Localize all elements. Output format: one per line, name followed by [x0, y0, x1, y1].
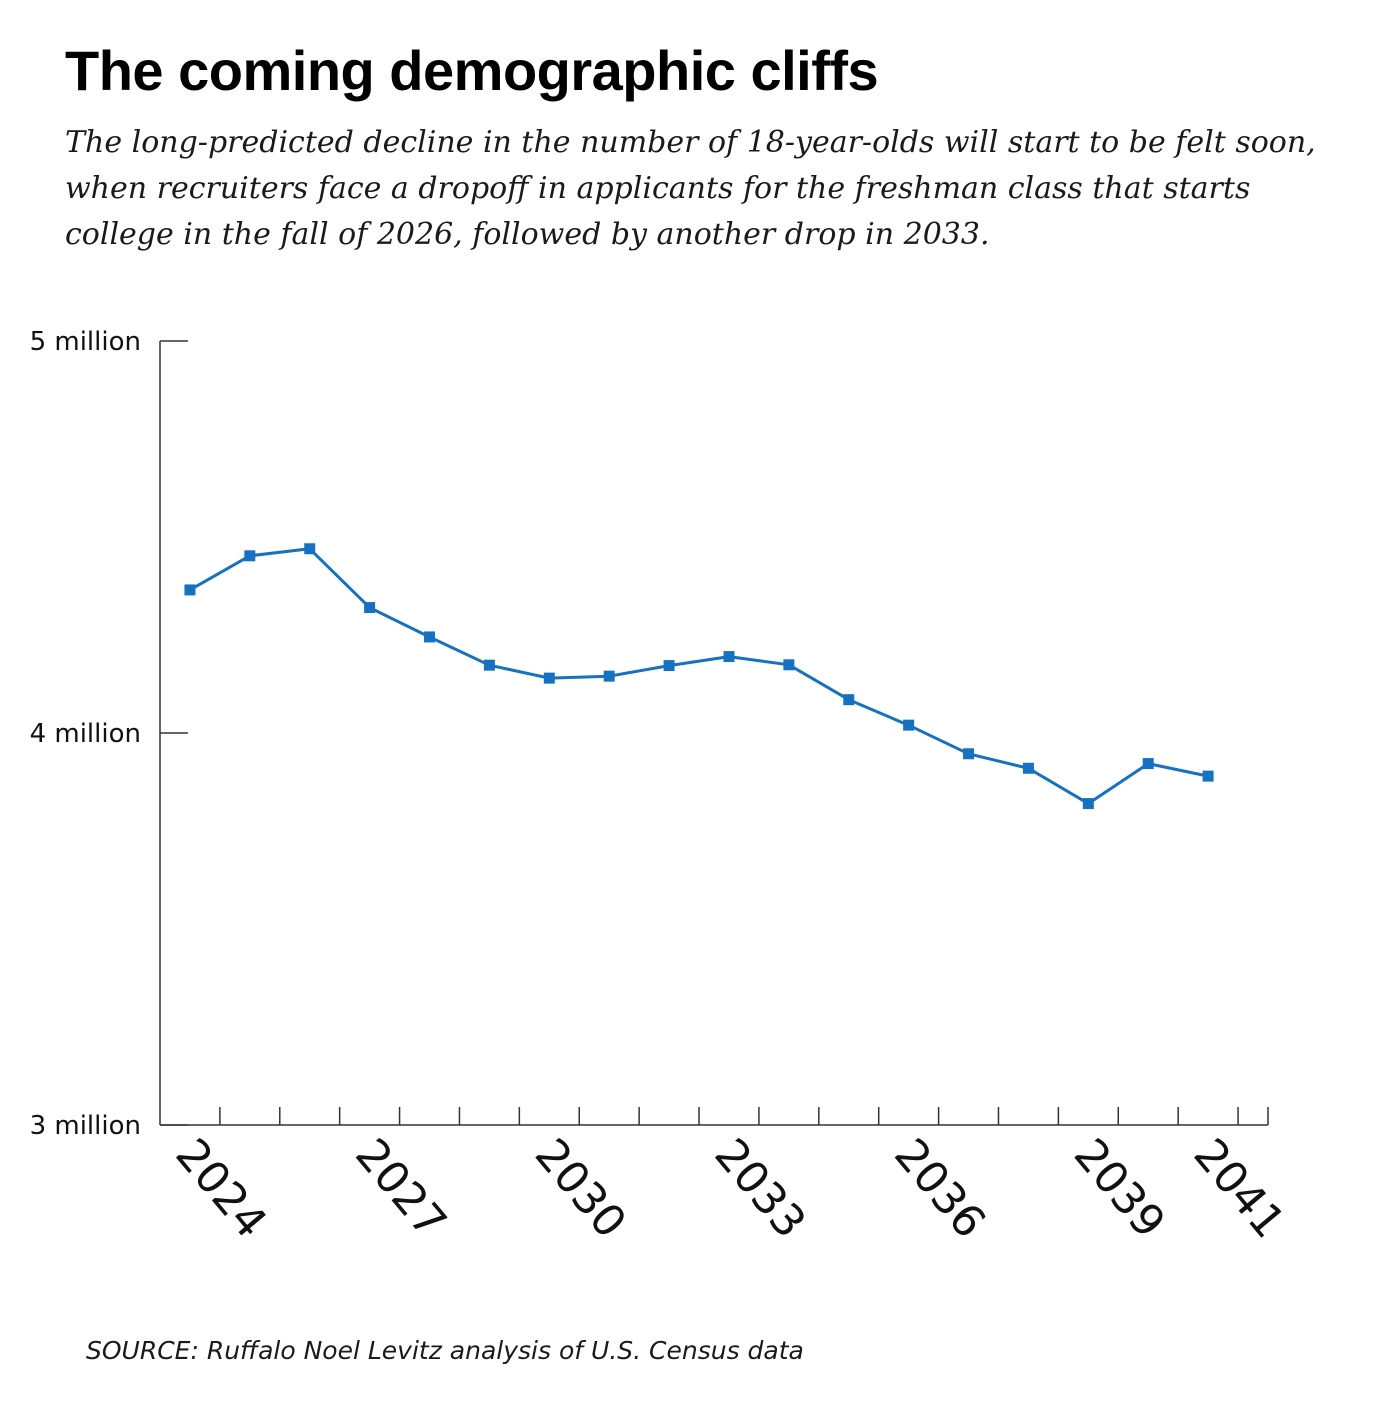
line-chart: 3 million 4 million 5 million 2024 2027 2030… — [30, 327, 1295, 1248]
data-point — [843, 694, 855, 706]
y-tick-label: 4 million — [30, 719, 141, 749]
data-point — [483, 659, 495, 671]
x-tick-label: 2039 — [1064, 1129, 1175, 1248]
source-note: SOURCE: Ruffalo Noel Levitz analysis of … — [86, 1336, 804, 1365]
data-point — [1082, 798, 1094, 810]
data-point — [304, 543, 316, 555]
data-point — [783, 659, 795, 671]
data-point — [1022, 762, 1034, 774]
series-line — [189, 547, 1209, 806]
chart-title: The coming demographic cliffs — [65, 39, 879, 102]
chart-subtitle: The long-predicted decline in the number… — [65, 125, 1316, 252]
data-point — [244, 550, 256, 562]
data-point — [424, 631, 436, 643]
data-point — [1202, 770, 1214, 782]
data-point — [603, 670, 615, 682]
series-group — [184, 543, 1214, 810]
x-tick-label: 2033 — [704, 1129, 815, 1248]
y-tick-label: 5 million — [30, 327, 141, 357]
data-point — [543, 672, 555, 684]
x-tick-label: 2024 — [165, 1129, 276, 1248]
data-point — [963, 748, 975, 760]
data-point — [1142, 758, 1154, 770]
data-point — [364, 602, 376, 614]
data-point — [723, 651, 735, 663]
data-point — [903, 719, 915, 731]
x-axis-ticks: 2024 2027 2030 2033 2036 2039 2041 — [165, 1107, 1295, 1248]
x-tick-label: 2027 — [345, 1129, 456, 1248]
data-point — [663, 660, 675, 672]
y-tick-label: 3 million — [30, 1111, 141, 1141]
data-point — [184, 584, 196, 596]
x-tick-label: 2030 — [525, 1129, 636, 1248]
y-axis-ticks: 3 million 4 million 5 million — [30, 327, 188, 1141]
chart-axes — [159, 341, 1269, 1126]
x-tick-label: 2041 — [1184, 1129, 1295, 1248]
x-tick-label: 2036 — [884, 1129, 995, 1248]
